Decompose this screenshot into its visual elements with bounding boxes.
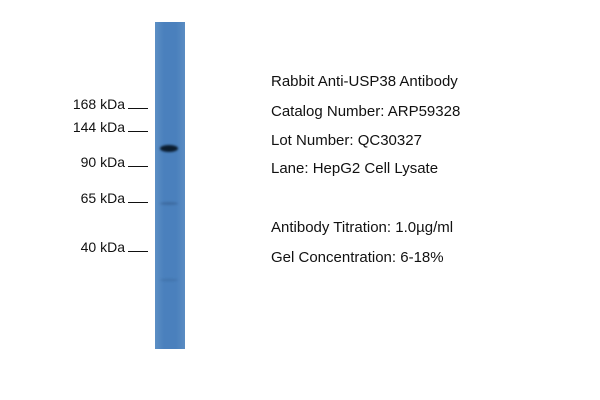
marker-tick [128, 202, 148, 203]
marker-40kda: 40 kDa [81, 239, 148, 255]
lot-number: Lot Number: QC30327 [271, 132, 422, 149]
marker-65kda: 65 kDa [81, 190, 148, 206]
antibody-title: Rabbit Anti-USP38 Antibody [271, 73, 458, 90]
marker-tick [128, 251, 148, 252]
antibody-titration: Antibody Titration: 1.0µg/ml [271, 219, 454, 236]
western-blot-lane [155, 22, 185, 349]
marker-tick [128, 166, 148, 167]
protein-band-faint [160, 202, 178, 205]
marker-144kda: 144 kDa [73, 119, 148, 135]
marker-90kda: 90 kDa [81, 154, 148, 170]
marker-168kda: 168 kDa [73, 96, 148, 112]
protein-band-main [160, 145, 178, 152]
lane-description: Lane: HepG2 Cell Lysate [271, 160, 439, 177]
marker-tick [128, 108, 148, 109]
catalog-number: Catalog Number: ARP59328 [271, 103, 461, 120]
protein-band-faint [160, 279, 178, 281]
marker-tick [128, 131, 148, 132]
gel-concentration: Gel Concentration: 6-18% [271, 249, 444, 266]
